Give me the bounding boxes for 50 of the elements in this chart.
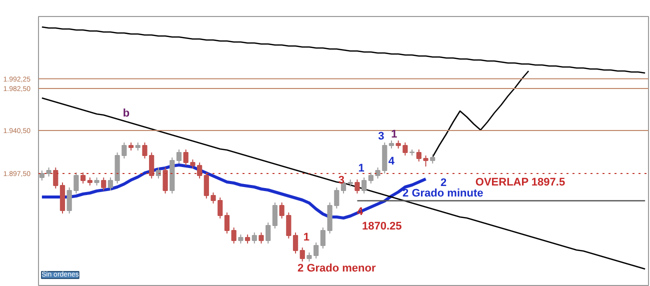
- candlestick: [416, 149, 422, 162]
- candlestick: [231, 227, 236, 244]
- candlestick: [218, 197, 223, 219]
- candlestick: [286, 212, 292, 239]
- candlestick: [183, 149, 188, 166]
- annotation: 1: [358, 162, 364, 174]
- candlestick: [197, 162, 202, 179]
- candlestick: [252, 232, 257, 244]
- candlestick: [176, 149, 182, 164]
- candlestick: [224, 212, 230, 234]
- candlestick: [80, 172, 86, 184]
- annotation: b: [122, 108, 130, 120]
- candlestick: [354, 179, 360, 194]
- annotation: 3: [378, 130, 384, 142]
- annotation: 2 Grado menor: [298, 262, 376, 274]
- annotation: 1: [303, 232, 310, 244]
- candlestick: [272, 202, 278, 229]
- candlestick: [210, 192, 216, 204]
- line-series: [41, 26, 646, 74]
- candlestick: [156, 167, 161, 179]
- candlestick: [362, 177, 367, 194]
- candlestick: [108, 177, 114, 191]
- annotation: OVERLAP 1897.5: [475, 176, 566, 188]
- candlestick: [402, 142, 408, 156]
- annotation: 2 Grado minute: [402, 188, 484, 200]
- candlestick: [142, 142, 148, 159]
- candlestick: [320, 227, 326, 249]
- annotation: 4: [388, 156, 396, 168]
- candlestick: [314, 242, 319, 259]
- candlestick: [375, 167, 380, 179]
- candlestick: [74, 172, 79, 194]
- annotation: 1870.25: [362, 220, 402, 232]
- candlestick: [204, 172, 209, 199]
- candlestick: [423, 155, 428, 167]
- candlestick: [162, 167, 168, 194]
- candlestick: [300, 247, 305, 262]
- candlestick: [334, 187, 340, 209]
- candlestick: [122, 142, 127, 159]
- candlestick: [368, 172, 374, 184]
- line-series: [41, 97, 646, 270]
- candlestick: [149, 152, 154, 179]
- candlestick: [53, 167, 58, 189]
- candlestick: [292, 232, 298, 254]
- candlestick: [279, 202, 284, 219]
- candlestick: [258, 232, 264, 244]
- annotation: 2: [440, 177, 447, 189]
- candlestick: [266, 222, 271, 244]
- candlestick: [66, 187, 72, 214]
- candlestick: [101, 177, 106, 191]
- annotation: 1: [391, 128, 398, 140]
